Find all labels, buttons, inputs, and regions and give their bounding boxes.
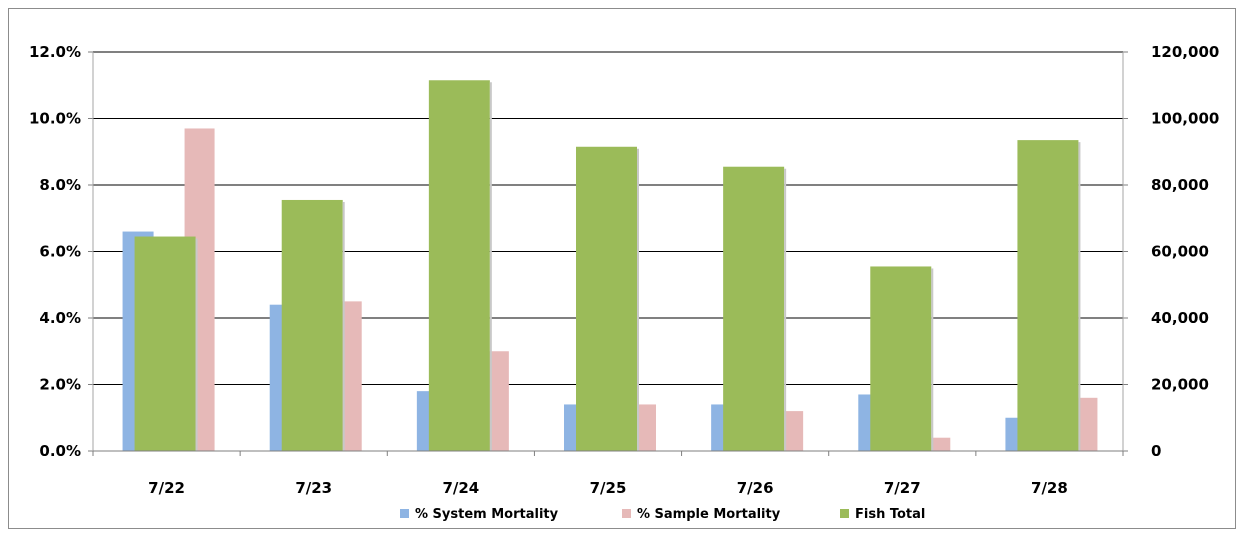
x-tick-label: 7/22 (148, 479, 185, 497)
y-right-tick-label: 40,000 (1151, 309, 1209, 327)
legend-label: Fish Total (855, 507, 925, 522)
bar-fish-total-shadow (931, 268, 934, 451)
y-left-tick-label: 8.0% (39, 176, 81, 194)
x-tick-label: 7/24 (442, 479, 479, 497)
y-right-tick-label: 20,000 (1151, 376, 1209, 394)
bar-fish-total (723, 166, 785, 451)
legend-swatch (840, 509, 849, 518)
x-tick-label: 7/23 (295, 479, 332, 497)
y-right-tick-label: 120,000 (1151, 43, 1219, 61)
y-left-tick-label: 10.0% (29, 110, 81, 128)
legend-swatch (400, 509, 409, 518)
legend-label: % Sample Mortality (637, 507, 781, 522)
x-tick-label: 7/28 (1031, 479, 1068, 497)
y-left-tick-label: 12.0% (29, 43, 81, 61)
y-left-tick-label: 0.0% (39, 442, 81, 460)
bar-fish-total (870, 266, 932, 451)
bar-fish-total-shadow (489, 82, 492, 451)
y-right-tick-label: 0 (1151, 442, 1161, 460)
bar-fish-total-shadow (784, 168, 787, 451)
y-right-tick-label: 100,000 (1151, 110, 1219, 128)
y-right-tick-label: 60,000 (1151, 243, 1209, 261)
bar-fish-total-shadow (1078, 142, 1081, 452)
y-left-tick-label: 2.0% (39, 376, 81, 394)
bar-fish-total-shadow (195, 238, 198, 451)
x-tick-label: 7/25 (590, 479, 627, 497)
y-right-tick-label: 80,000 (1151, 176, 1209, 194)
bar-fish-total (576, 146, 637, 451)
bar-fish-total (428, 80, 490, 451)
bar-fish-total-shadow (342, 201, 345, 451)
bar-fish-total-shadow (637, 148, 639, 451)
y-left-tick-label: 4.0% (39, 309, 81, 327)
y-left-tick-label: 6.0% (39, 243, 81, 261)
bar-fish-total (1017, 140, 1079, 452)
x-tick-label: 7/26 (737, 479, 774, 497)
legend-label: % System Mortality (415, 507, 559, 522)
x-tick-label: 7/27 (884, 479, 921, 497)
bar-fish-total (281, 199, 343, 451)
legend-swatch (622, 509, 631, 518)
bar-fish-total (134, 236, 196, 451)
